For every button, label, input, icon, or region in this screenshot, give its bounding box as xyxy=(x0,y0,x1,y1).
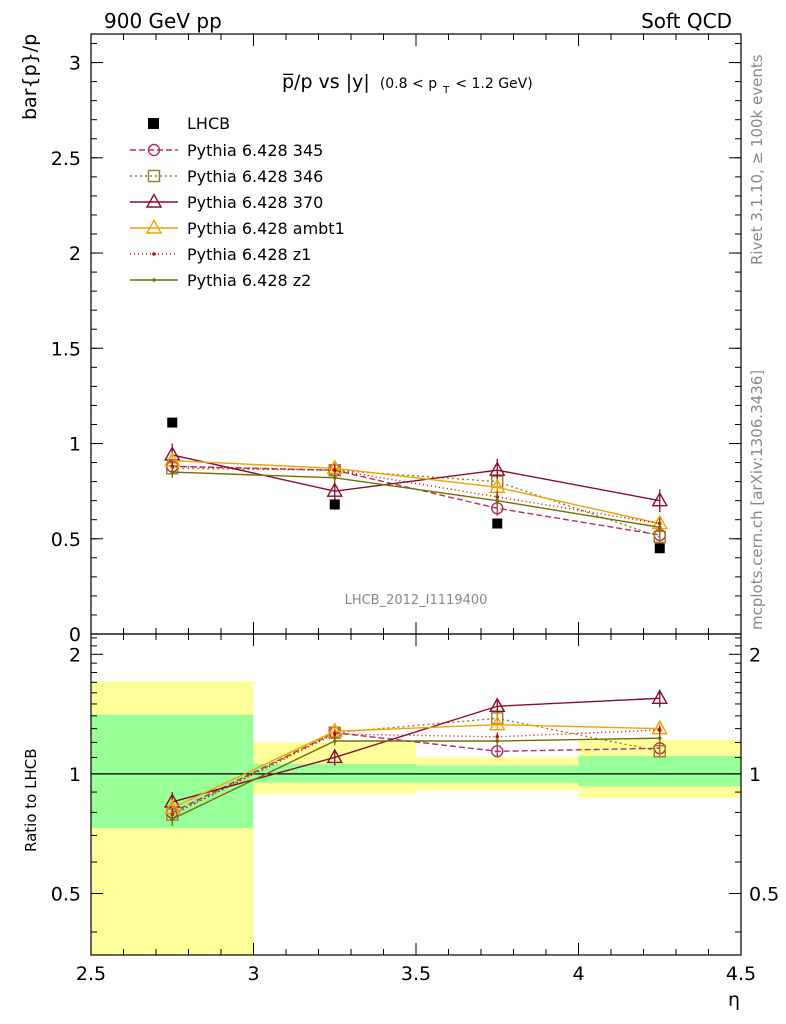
watermark: LHCB_2012_I1119400 xyxy=(345,593,488,608)
ratio-series-5-point xyxy=(495,739,500,743)
ratio-ylabel: Ratio to LHCB xyxy=(22,748,40,852)
main-ytick-label: 0 xyxy=(69,624,81,646)
main-title-sub-end: < 1.2 GeV) xyxy=(455,76,532,92)
legend-label-5: Pythia 6.428 z2 xyxy=(187,271,311,290)
main-series-5-point xyxy=(657,525,662,530)
ratio-series-3-line xyxy=(171,723,660,809)
main-series-5-line xyxy=(172,471,660,529)
ratio-series-2-point xyxy=(489,697,506,712)
legend-marker-2 xyxy=(145,193,163,208)
legend-label-2: Pythia 6.428 370 xyxy=(187,193,323,212)
x-tick-label: 4.5 xyxy=(726,963,756,985)
ratio-ytick-label: 1 xyxy=(69,764,81,786)
x-tick-label: 3.5 xyxy=(401,963,431,985)
ratio-ytick-label: 2 xyxy=(69,644,81,666)
main-title: p̅/p vs |y| (0.8 < p T < 1.2 GeV) xyxy=(282,71,533,98)
main-series-3-line xyxy=(172,459,660,525)
legend-label-4: Pythia 6.428 z1 xyxy=(187,245,311,264)
legend-label-1: Pythia 6.428 346 xyxy=(187,167,323,186)
ratio-series-2-point xyxy=(651,689,668,704)
main-title-sub-index: T xyxy=(442,85,450,96)
mcplots-label: mcplots.cern.ch [arXiv:1306.3436] xyxy=(748,370,766,630)
ratio-series-2-point xyxy=(326,748,343,764)
x-tick-label: 4 xyxy=(572,963,584,985)
main-series-2-point xyxy=(326,482,343,497)
main-series-2-point xyxy=(651,491,668,507)
legend-marker-lhcb xyxy=(148,118,159,129)
lhcb-data-point xyxy=(492,518,503,529)
main-series-5-point xyxy=(170,470,175,474)
main-series-0-line xyxy=(172,465,660,536)
legend-marker-4 xyxy=(152,252,156,256)
ratio-ytick-label-right: 2 xyxy=(749,644,761,666)
main-series-5-point xyxy=(332,476,337,480)
header-left: 900 GeV pp xyxy=(104,9,222,33)
main-series-5-point xyxy=(495,498,500,503)
ratio-series-4-point xyxy=(657,728,662,732)
main-ytick-label: 0.5 xyxy=(51,529,81,551)
ratio-series-1-line xyxy=(171,717,660,816)
main-series-4-point xyxy=(332,468,337,472)
ratio-series-0-point xyxy=(491,745,504,758)
ratio-series-0-line xyxy=(171,731,660,814)
ratio-series-5-line xyxy=(171,737,660,820)
ratio-series-3-point xyxy=(489,715,506,731)
ratio-ytick-label-right: 0.5 xyxy=(749,883,779,905)
main-ytick-label: 2 xyxy=(69,243,81,265)
rivet-label: Rivet 3.1.10, ≥ 100k events xyxy=(748,54,766,265)
legend-marker-5 xyxy=(152,278,156,282)
ratio-series-4-point xyxy=(332,732,337,736)
ratio-series-5-point xyxy=(170,817,175,821)
legend-marker-3 xyxy=(145,219,163,234)
legend-label-lhcb: LHCB xyxy=(187,114,230,133)
main-ytick-label: 2.5 xyxy=(51,148,81,170)
legend-marker-0 xyxy=(147,143,161,157)
ratio-ytick-label: 0.5 xyxy=(51,883,81,905)
legend-label-0: Pythia 6.428 345 xyxy=(187,141,323,160)
ratio-series-1-point xyxy=(653,745,666,758)
header-right: Soft QCD xyxy=(641,9,732,33)
ratio-series-5-point xyxy=(332,739,337,743)
main-panel: 0 0.5 1 1.5 2 2.5 3 xyxy=(51,33,742,646)
main-series-4-line xyxy=(172,465,660,525)
lhcb-data-point xyxy=(167,417,178,428)
ratio-series-5-point xyxy=(657,736,662,740)
main-title-sub: (0.8 < p xyxy=(380,76,437,92)
main-ytick-label: 3 xyxy=(69,53,81,75)
main-series-1-line xyxy=(172,467,660,538)
x-tick-label: 3 xyxy=(247,963,259,985)
lhcb-data-point xyxy=(329,499,340,510)
legend: LHCB Pythia 6.428 345 Pythia 6.428 346 Pyth… xyxy=(130,114,345,290)
main-ytick-label: 1.5 xyxy=(51,338,81,360)
main-ylabel: bar{p}/p xyxy=(19,34,41,120)
x-tick-label: 2.5 xyxy=(76,963,106,985)
main-title-text: p̅/p vs |y| xyxy=(282,71,370,93)
lhcb-data-point xyxy=(654,543,665,554)
ratio-ytick-label-right: 1 xyxy=(749,764,761,786)
main-ytick-label: 1 xyxy=(69,434,81,456)
ratio-panel: 0.5 0.5 1 1 2 2 2.5 3 3.5 4 4.5 xyxy=(51,633,779,985)
main-series-2-line xyxy=(172,454,660,502)
main-series-2-point xyxy=(489,461,506,476)
legend-marker-1 xyxy=(147,169,161,183)
legend-label-3: Pythia 6.428 ambt1 xyxy=(187,219,345,238)
ratio-band-inner xyxy=(578,755,741,787)
x-axis-label: η xyxy=(728,989,740,1011)
